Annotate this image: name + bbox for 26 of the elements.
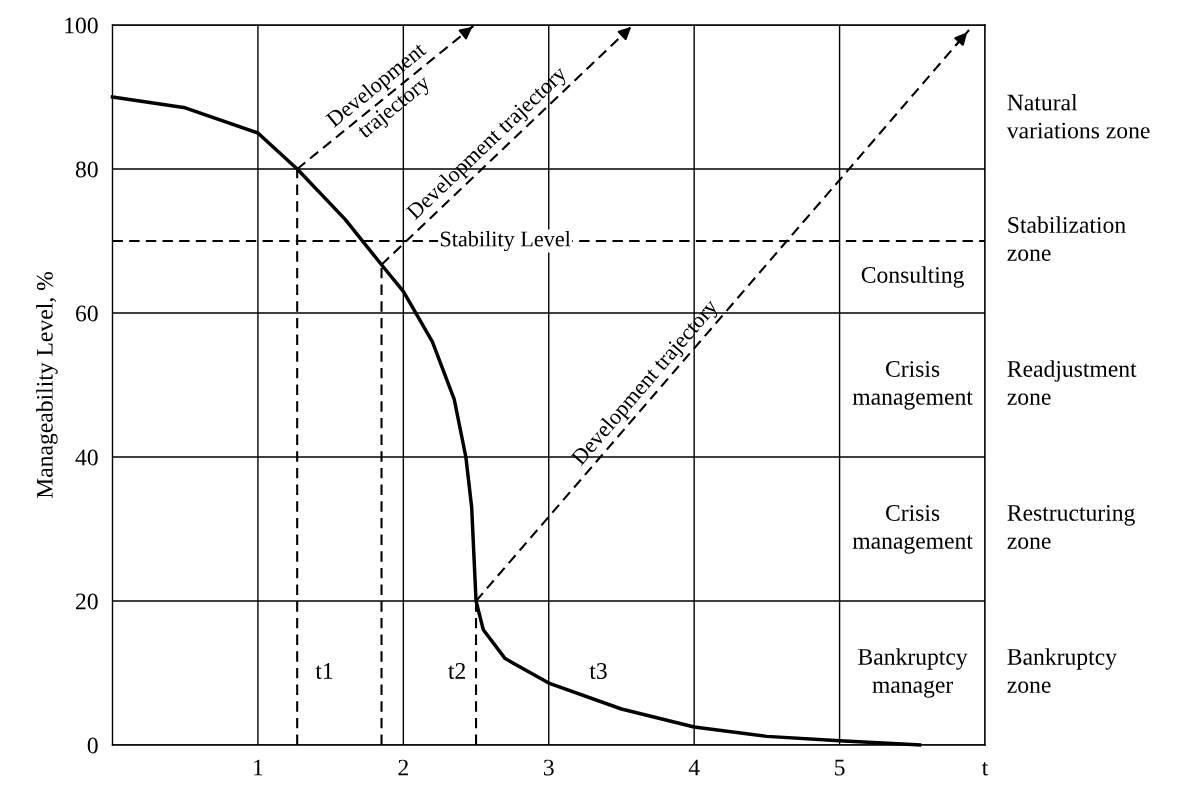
annotation: Consulting	[861, 266, 964, 288]
y-tick-label: 60	[76, 305, 98, 322]
annotation: t3	[589, 663, 607, 679]
x-tick-label: 5	[835, 759, 845, 776]
text: Natural variations zone	[1006, 93, 1150, 139]
annotation: Crisis management	[852, 361, 973, 410]
y-axis-title: Manageability Level, %	[36, 272, 58, 499]
y-tick-label: 0	[87, 737, 98, 754]
text: Readjustment zone	[1007, 360, 1137, 405]
annotation: t2	[448, 663, 466, 679]
text: Stabilization zone	[1007, 216, 1126, 261]
ref-line-label: Stability Level	[440, 230, 571, 252]
x-tick-label: 4	[688, 759, 700, 776]
y-tick-label: 40	[75, 449, 98, 466]
y-tick-label: 100	[65, 17, 98, 34]
x-tick-label: 2	[398, 759, 408, 776]
y-tick-label: 80	[75, 161, 98, 178]
annotation: Crisis management	[852, 505, 973, 554]
annotation: t1	[315, 663, 333, 679]
text: Bankruptcy zone	[1007, 648, 1117, 693]
x-tick-label: 1	[254, 759, 263, 776]
annotation: Bankruptcy manager	[858, 648, 968, 698]
x-tick-label: 3	[543, 759, 554, 776]
y-tick-label: 20	[76, 593, 98, 610]
x-tick-label: t	[981, 761, 989, 776]
text: Restructuring zone	[1007, 504, 1135, 549]
